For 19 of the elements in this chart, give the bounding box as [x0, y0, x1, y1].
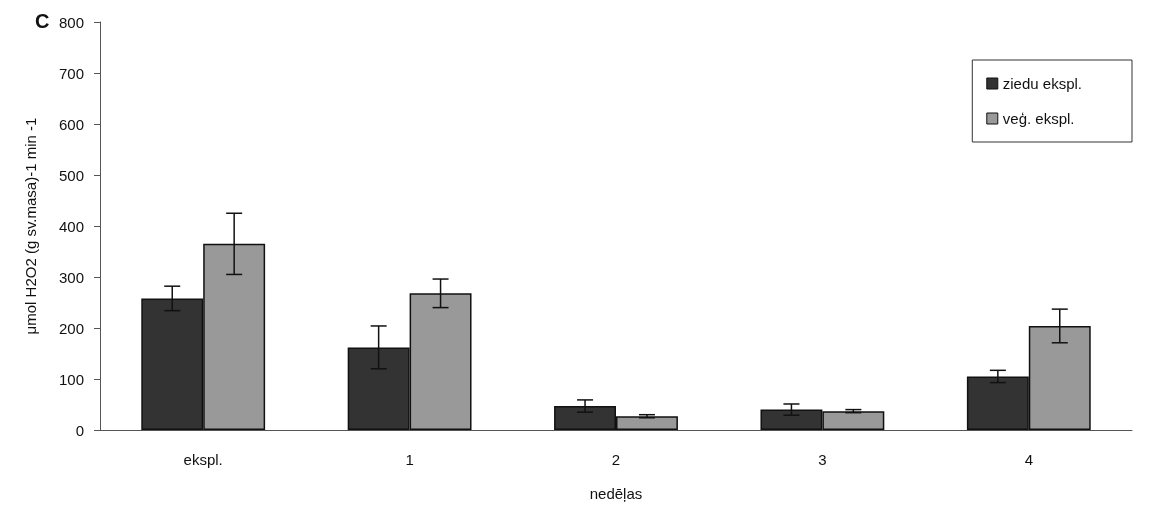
y-tick-label: 300 [58, 268, 84, 286]
x-tick-label: 1 [405, 451, 414, 468]
y-axis-title: μmol H2O2 (g sv.masa)-1 min -1 [22, 117, 39, 335]
legend-label: veģ. ekspl. [1002, 110, 1075, 127]
y-tick-label: 700 [58, 64, 84, 82]
x-tick-label: 2 [611, 451, 621, 468]
x-tick-label: ekspl. [183, 451, 223, 468]
x-tick-label: 3 [818, 451, 827, 468]
y-tick-label: 500 [58, 166, 84, 184]
chart-title: C [35, 10, 50, 32]
legend-label: ziedu ekspl. [1002, 75, 1083, 92]
y-tick-label: 600 [58, 115, 84, 133]
y-tick-label: 0 [75, 421, 84, 439]
y-tick-label: 200 [58, 319, 84, 337]
x-tick-label: 4 [1024, 451, 1033, 468]
y-tick-label: 100 [58, 370, 84, 388]
x-axis-title: nedēļas [589, 485, 643, 502]
y-tick-label: 800 [58, 13, 84, 31]
y-tick-label: 400 [58, 217, 84, 235]
